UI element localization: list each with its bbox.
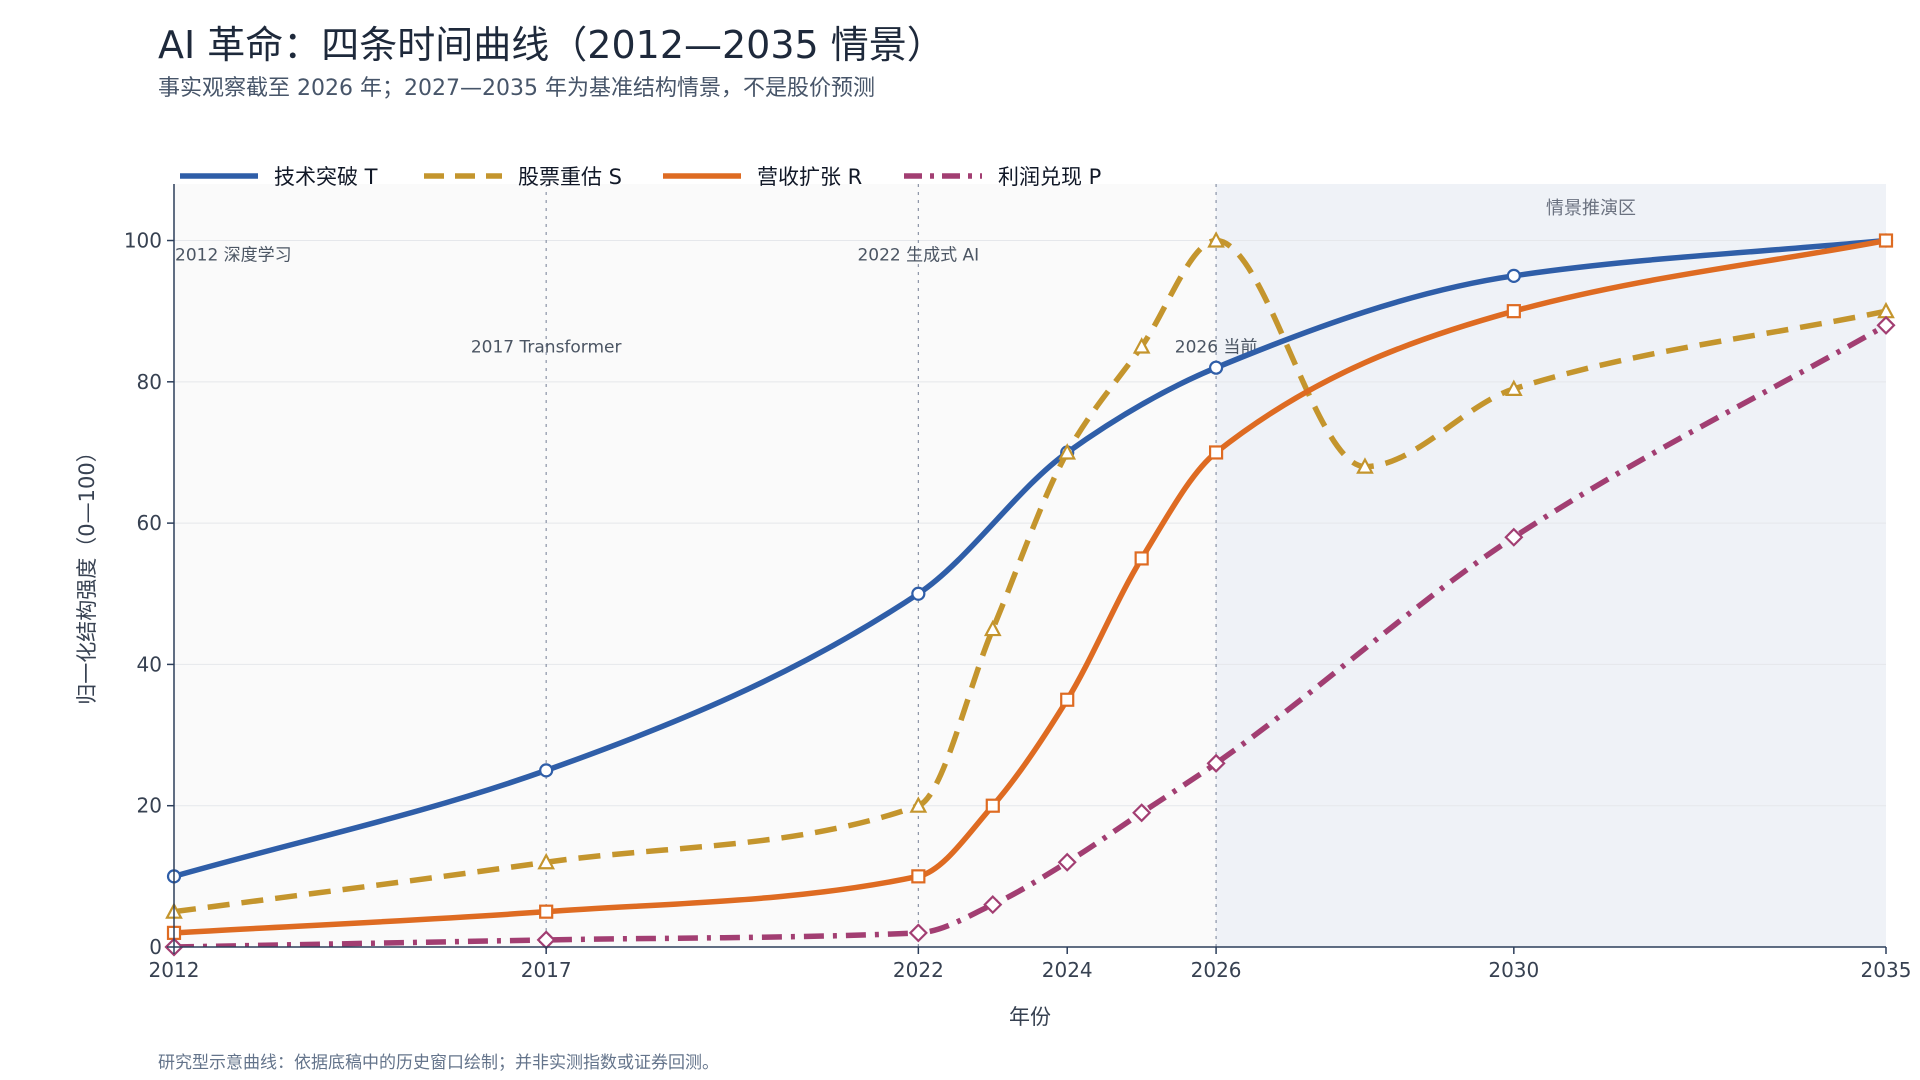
- data-point-3-4: [1057, 852, 1077, 872]
- data-point-2-1: [539, 904, 554, 919]
- x-tick-label: 2017: [521, 958, 572, 982]
- x-tick-label: 2012: [149, 958, 200, 982]
- y-tick-label: 20: [137, 794, 162, 818]
- x-axis-title: 年份: [1009, 1005, 1051, 1029]
- event-label: 2012 深度学习: [175, 246, 292, 266]
- legend-label-0: 技术突破 T: [274, 165, 378, 189]
- x-tick-label: 2030: [1488, 958, 1539, 982]
- y-tick-label: 0: [149, 935, 162, 959]
- markers-layer: [164, 231, 1896, 957]
- y-tick-label: 40: [137, 652, 162, 676]
- data-point-1-2: [909, 796, 928, 813]
- series-line-1: [174, 237, 1886, 915]
- data-point-0-5: [1506, 268, 1521, 283]
- legend-label-3: 利润兑现 P: [998, 165, 1101, 189]
- legend-label-2: 营收扩张 R: [757, 165, 862, 189]
- footnote: 研究型示意曲线：依据底稿中的历史窗口绘制；并非实测指数或证券回测。: [158, 1053, 719, 1073]
- data-point-3-7: [1504, 527, 1524, 547]
- data-point-2-4: [1060, 692, 1075, 707]
- data-point-3-2: [908, 923, 928, 943]
- data-point-2-7: [1506, 304, 1521, 319]
- data-point-1-3: [983, 619, 1002, 637]
- data-point-3-6: [1206, 753, 1226, 773]
- data-point-0-1: [539, 763, 554, 778]
- data-point-3-8: [1876, 315, 1896, 335]
- y-tick-label: 60: [137, 511, 162, 535]
- data-point-3-3: [983, 895, 1003, 915]
- y-tick-label: 100: [124, 229, 162, 253]
- series-line-0: [174, 237, 1886, 879]
- x-tick-label: 2024: [1042, 958, 1093, 982]
- data-point-0-4: [1208, 360, 1224, 375]
- axes: 2012 2017 2022 2024 2026 2030 2035 0 20 40 60 80 100: [124, 184, 1912, 982]
- chart-subtitle: 事实观察截至 2026 年；2027—2035 年为基准结构情景，不是股价预测: [158, 76, 875, 101]
- data-point-1-1: [537, 852, 556, 870]
- scenario-region: [1216, 184, 1886, 947]
- data-point-3-5: [1132, 803, 1152, 823]
- data-point-2-8: [1878, 233, 1894, 248]
- data-point-1-4: [1058, 443, 1077, 460]
- chart-title: AI 革命：四条时间曲线（2012—2035 情景）: [158, 23, 945, 67]
- data-point-1-7: [1356, 457, 1374, 474]
- event-markers: 2012 深度学习 2017 Transformer 2022 生成式 AI 2026…: [175, 184, 1257, 947]
- data-point-2-5: [1134, 551, 1149, 566]
- legend: 技术突破 T 股票重估 S 营收扩张 R 利润兑现 P: [180, 165, 1101, 189]
- y-tick-label: 80: [137, 370, 162, 394]
- x-tick-label: 2022: [893, 958, 944, 982]
- data-point-2-3: [985, 798, 1000, 813]
- event-label: 2022 生成式 AI: [857, 246, 979, 266]
- data-point-1-8: [1504, 379, 1523, 396]
- x-tick-label: 2035: [1861, 958, 1912, 982]
- data-point-0-2: [911, 586, 926, 601]
- data-point-1-6: [1207, 231, 1225, 248]
- data-point-2-6: [1208, 445, 1224, 460]
- scenario-region-label: 情景推演区: [1546, 198, 1636, 219]
- event-label: 2017 Transformer: [471, 337, 622, 357]
- legend-label-1: 股票重估 S: [518, 165, 622, 189]
- x-tick-label: 2026: [1191, 958, 1242, 982]
- data-point-2-2: [911, 869, 926, 884]
- data-point-1-5: [1132, 337, 1151, 354]
- y-axis-title: 归一化结构强度（0—100）: [75, 441, 99, 704]
- event-label: 2026 当前: [1175, 337, 1258, 357]
